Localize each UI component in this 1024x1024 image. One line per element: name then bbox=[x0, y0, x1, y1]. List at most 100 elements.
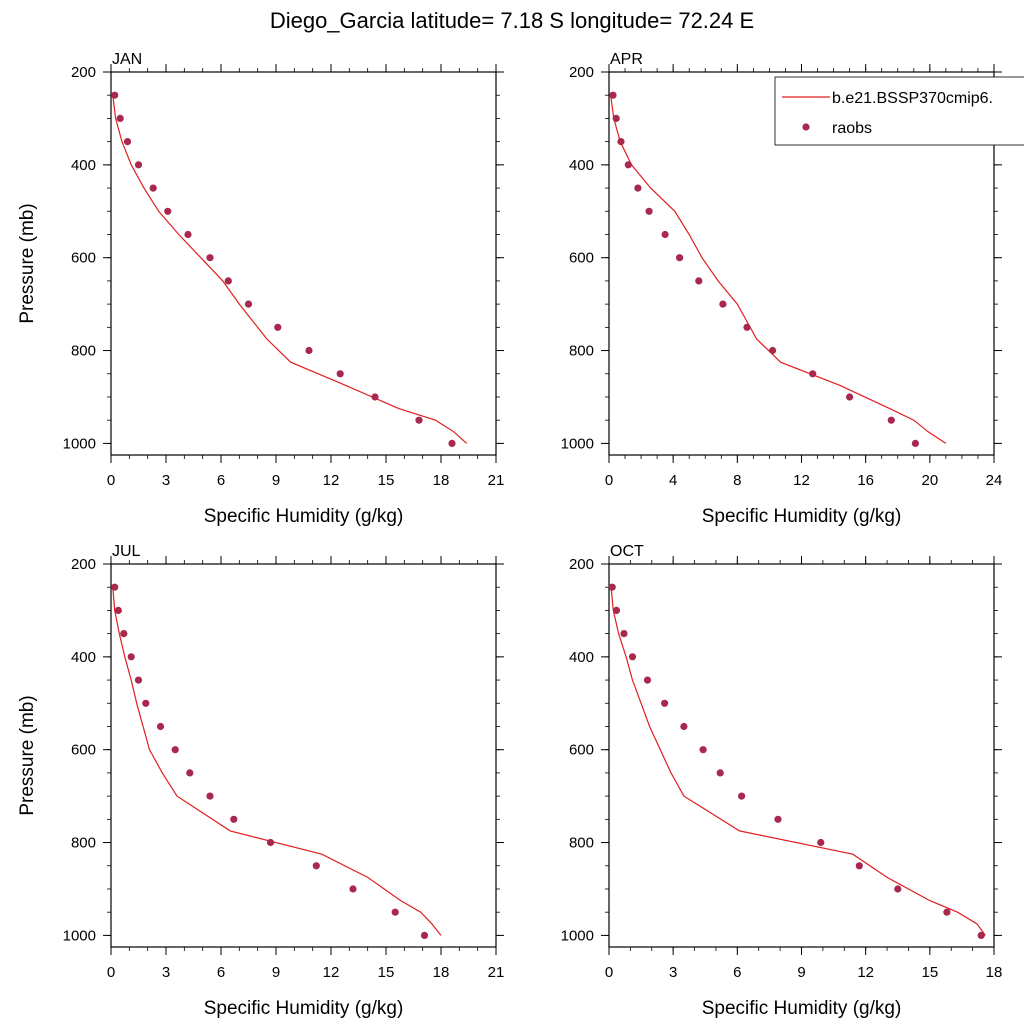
y-tick-label: 600 bbox=[71, 742, 96, 759]
raobs-point bbox=[716, 769, 724, 777]
x-tick-label: 16 bbox=[857, 472, 874, 489]
raobs-point bbox=[206, 254, 214, 262]
chart-panel-jul: JUL 0 3 6 9 12 15 18 21 200 400 600 800 1000 Specific … bbox=[17, 543, 504, 1019]
raobs-point bbox=[156, 722, 165, 731]
raobs-point bbox=[123, 138, 132, 146]
y-tick-label: 800 bbox=[569, 343, 594, 360]
raobs-point bbox=[391, 908, 399, 916]
raobs-point bbox=[305, 346, 313, 355]
x-tick-label: 9 bbox=[797, 964, 805, 981]
raobs-point bbox=[415, 416, 423, 424]
x-axis-label: Specific Humidity (g/kg) bbox=[204, 506, 404, 527]
raobs-point bbox=[620, 630, 628, 638]
raobs-point bbox=[164, 207, 172, 215]
raobs-point bbox=[676, 254, 684, 262]
raobs-point bbox=[769, 346, 777, 355]
raobs-point bbox=[371, 393, 379, 401]
x-tick-label: 18 bbox=[433, 964, 450, 981]
x-tick-label: 15 bbox=[378, 964, 395, 981]
raobs-point bbox=[680, 722, 688, 731]
y-axis-label: Pressure (mb) bbox=[17, 203, 38, 323]
y-tick-label: 400 bbox=[71, 157, 96, 174]
raobs-point bbox=[230, 815, 238, 823]
raobs-point bbox=[887, 416, 895, 424]
y-tick-label: 600 bbox=[569, 250, 594, 267]
raobs-point bbox=[846, 393, 854, 401]
panel-label: APR bbox=[610, 51, 643, 68]
plot-frame bbox=[110, 563, 497, 948]
x-tick-label: 18 bbox=[433, 472, 450, 489]
x-axis-label: Specific Humidity (g/kg) bbox=[702, 998, 902, 1019]
x-tick-label: 9 bbox=[272, 964, 280, 981]
y-tick-label: 1000 bbox=[63, 435, 96, 452]
raobs-point bbox=[617, 138, 625, 146]
x-tick-label: 12 bbox=[323, 472, 340, 489]
y-axis-label: Pressure (mb) bbox=[17, 695, 38, 815]
raobs-point bbox=[809, 370, 817, 378]
raobs-point bbox=[894, 885, 902, 893]
model-profile-line bbox=[112, 95, 468, 444]
model-profile-line bbox=[112, 587, 442, 936]
x-tick-label: 0 bbox=[605, 964, 613, 981]
x-tick-label: 0 bbox=[605, 472, 613, 489]
raobs-point bbox=[142, 699, 150, 707]
x-tick-label: 4 bbox=[669, 472, 677, 489]
raobs-point bbox=[206, 792, 214, 800]
x-tick-label: 21 bbox=[488, 964, 505, 981]
figure-title: Diego_Garcia latitude= 7.18 S longitude=… bbox=[270, 8, 754, 33]
raobs-point bbox=[609, 91, 617, 99]
raobs-point bbox=[855, 862, 863, 870]
y-tick-label: 400 bbox=[569, 157, 594, 174]
raobs-point bbox=[266, 838, 275, 847]
y-tick-label: 400 bbox=[71, 649, 96, 666]
raobs-point bbox=[817, 838, 825, 847]
panel-label: JAN bbox=[112, 51, 142, 68]
raobs-point bbox=[149, 184, 157, 192]
x-tick-label: 9 bbox=[272, 472, 280, 489]
legend-box bbox=[774, 76, 1024, 146]
chart-panel-oct: OCT 0 3 6 9 12 15 18 200 400 600 800 1000 Specific Hu… bbox=[561, 543, 1003, 1019]
y-tick-label: 200 bbox=[569, 556, 594, 573]
raobs-point bbox=[612, 606, 621, 615]
x-tick-label: 12 bbox=[793, 472, 810, 489]
raobs-point bbox=[420, 931, 429, 940]
raobs-point bbox=[624, 161, 632, 169]
model-profile-line bbox=[610, 95, 947, 444]
raobs-point bbox=[127, 653, 135, 661]
y-tick-label: 800 bbox=[71, 343, 96, 360]
x-tick-label: 3 bbox=[162, 964, 170, 981]
y-tick-label: 1000 bbox=[561, 435, 594, 452]
raobs-point bbox=[224, 277, 232, 285]
x-tick-label: 12 bbox=[857, 964, 874, 981]
x-axis-label: Specific Humidity (g/kg) bbox=[702, 506, 902, 527]
raobs-point bbox=[111, 583, 119, 591]
x-tick-label: 0 bbox=[107, 472, 115, 489]
x-tick-label: 24 bbox=[986, 472, 1003, 489]
x-tick-label: 8 bbox=[733, 472, 741, 489]
raobs-point bbox=[448, 439, 456, 447]
y-tick-label: 400 bbox=[569, 649, 594, 666]
raobs-point bbox=[738, 792, 746, 800]
raobs-point bbox=[943, 908, 951, 916]
panel-label: OCT bbox=[610, 543, 644, 560]
x-tick-label: 0 bbox=[107, 964, 115, 981]
raobs-point bbox=[911, 439, 920, 447]
x-tick-label: 20 bbox=[921, 472, 938, 489]
raobs-point bbox=[116, 114, 124, 122]
raobs-point bbox=[977, 931, 985, 940]
y-tick-label: 200 bbox=[569, 64, 594, 81]
raobs-point bbox=[645, 207, 653, 215]
model-profile-line bbox=[610, 587, 986, 936]
raobs-point bbox=[274, 323, 282, 331]
raobs-point bbox=[336, 370, 344, 378]
raobs-point bbox=[643, 676, 652, 684]
raobs-point bbox=[120, 630, 128, 638]
raobs-point bbox=[186, 769, 194, 777]
raobs-point bbox=[661, 230, 669, 239]
raobs-point bbox=[743, 323, 751, 331]
raobs-point bbox=[184, 230, 192, 239]
x-tick-label: 18 bbox=[986, 964, 1003, 981]
raobs-point bbox=[628, 653, 637, 661]
legend-point-swatch bbox=[802, 123, 810, 131]
